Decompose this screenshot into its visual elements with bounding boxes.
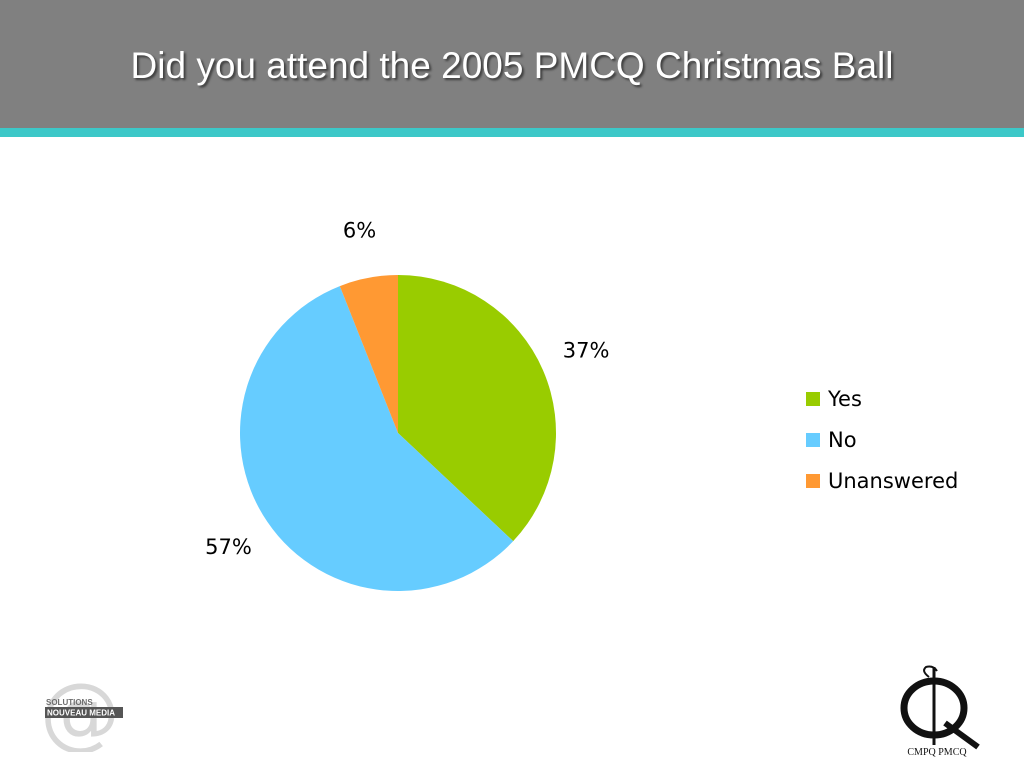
- chart-legend: Yes No Unanswered: [806, 378, 1006, 501]
- data-label-yes: 37%: [563, 339, 610, 363]
- logo-left-line2: NOUVEAU MEDIA: [47, 709, 115, 718]
- logo-right-text: CMPQ PMCQ: [907, 747, 967, 758]
- legend-swatch: [806, 432, 820, 447]
- legend-swatch: [806, 473, 820, 488]
- pmcq-logo: CMPQ PMCQ: [900, 665, 980, 758]
- legend-label: No: [828, 427, 857, 452]
- legend-label: Yes: [828, 386, 862, 411]
- pie-slice-no: [240, 286, 514, 591]
- legend-item-yes: Yes: [806, 378, 1006, 419]
- legend-item-unanswered: Unanswered: [806, 460, 1006, 501]
- legend-item-no: No: [806, 419, 1006, 460]
- solutions-nouveau-media-logo: @ SOLUTIONS NOUVEAU MEDIA: [40, 672, 123, 752]
- data-label-no: 57%: [205, 535, 252, 559]
- pie-slice-unanswered: [339, 275, 398, 433]
- header-accent-bar: [0, 128, 1024, 137]
- slide-title: Did you attend the 2005 PMCQ Christmas B…: [130, 45, 894, 86]
- pie-slice-yes: [398, 275, 557, 542]
- logo-left-band: [45, 707, 123, 718]
- logo-left-line1: SOLUTIONS: [46, 698, 93, 707]
- legend-swatch: [806, 391, 820, 406]
- slide-header: Did you attend the 2005 PMCQ Christmas B…: [0, 0, 1024, 128]
- data-label-unanswered: 6%: [343, 219, 376, 243]
- legend-label: Unanswered: [828, 468, 959, 493]
